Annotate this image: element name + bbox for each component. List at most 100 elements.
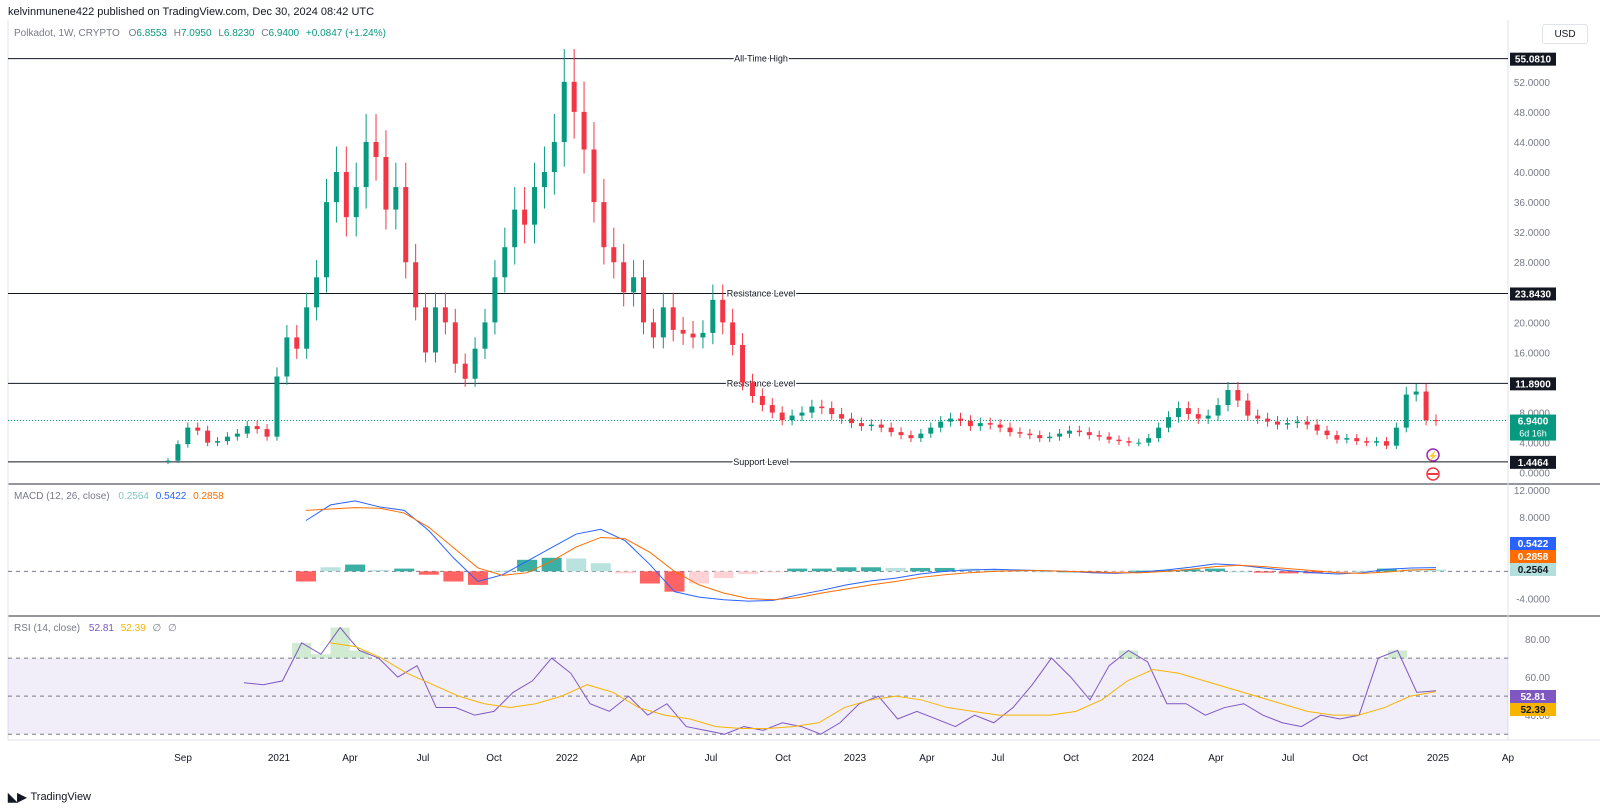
candle-body xyxy=(1413,391,1419,395)
rsi-tick-label: 40.00 xyxy=(1525,711,1550,722)
candle-body xyxy=(908,435,914,439)
macd-line xyxy=(305,500,1437,602)
candle-body xyxy=(878,424,884,428)
rsi-value: 52.81 xyxy=(88,623,114,634)
candle-body xyxy=(1344,438,1350,440)
macd-histogram-bar xyxy=(615,571,636,574)
time-tick-label: 2021 xyxy=(268,753,291,764)
high-label: H xyxy=(173,28,181,39)
candle-body xyxy=(1284,423,1290,425)
candle-body xyxy=(1403,394,1409,428)
macd-histogram-bar xyxy=(713,571,734,579)
currency-button[interactable]: USD xyxy=(1542,24,1588,44)
level-tag xyxy=(1510,287,1556,301)
candle-body xyxy=(413,262,419,308)
macd-histogram-bar xyxy=(639,571,660,584)
macd-histogram-bar xyxy=(394,568,415,572)
macd-hist-value: 0.2564 xyxy=(118,491,149,502)
macd-value-tag xyxy=(1510,563,1556,576)
macd-histogram-bar xyxy=(836,567,857,572)
macd-value-tag-text: 0.2564 xyxy=(1518,565,1549,576)
rsi-legend: RSI (14, close) 52.81 52.39 ∅ ∅ xyxy=(14,623,177,634)
level-label: Resistance Level xyxy=(727,288,796,298)
candle-body xyxy=(333,172,339,203)
macd-histogram-bar xyxy=(1032,571,1053,573)
rsi-empty-1: ∅ xyxy=(152,623,162,634)
candle-body xyxy=(858,423,864,427)
candle-body xyxy=(254,426,260,430)
level-tag-value: 11.8900 xyxy=(1515,379,1551,390)
macd-histogram-bar xyxy=(418,571,439,575)
candle-body xyxy=(1096,435,1102,437)
candle-body xyxy=(1175,408,1181,418)
candle-body xyxy=(958,418,963,421)
high-value: 7.0950 xyxy=(180,28,212,39)
rsi-value-tag-text: 52.81 xyxy=(1520,692,1545,703)
macd-histogram-bar xyxy=(1426,569,1446,572)
candle-body xyxy=(1255,415,1261,419)
macd-histogram-bar xyxy=(320,567,341,572)
candle-body xyxy=(581,111,587,150)
candle-body xyxy=(1047,436,1053,439)
candle-body xyxy=(1245,400,1251,416)
candle-body xyxy=(769,405,775,413)
candle-body xyxy=(759,396,765,406)
macd-histogram-bar xyxy=(811,568,832,572)
candle-body xyxy=(324,202,329,278)
low-value: 6.8230 xyxy=(223,28,255,39)
rsi-line xyxy=(243,626,1437,735)
candle-body xyxy=(1374,441,1380,443)
open-label: O xyxy=(128,28,137,39)
candle-body xyxy=(1126,441,1132,443)
candle-body xyxy=(403,187,409,263)
candle-body xyxy=(1205,415,1211,419)
macd-histogram-bar xyxy=(443,571,464,582)
macd-histogram-bar xyxy=(959,568,980,572)
candle-body xyxy=(948,418,954,422)
candle-body xyxy=(1146,438,1152,443)
candle-body xyxy=(1393,427,1399,446)
level-label: Support Level xyxy=(733,457,789,467)
candle-body xyxy=(571,81,577,112)
candle-body xyxy=(314,277,320,308)
candle-body xyxy=(373,141,379,157)
candle-body xyxy=(1007,427,1013,433)
lightning-glyph: ⚡ xyxy=(1427,450,1438,462)
price-tick-label: 16.0000 xyxy=(1514,348,1551,359)
candle-body xyxy=(532,187,538,225)
candle-body xyxy=(383,157,389,210)
macd-tick-label: -4.0000 xyxy=(1516,594,1550,605)
candle-body xyxy=(215,441,221,443)
macd-histogram-bar xyxy=(1204,568,1225,572)
footer-brand: ◣▶ TradingView xyxy=(8,790,91,804)
candle-body xyxy=(452,322,458,364)
candle-body xyxy=(165,460,171,462)
rsi-ma-line xyxy=(329,642,1437,729)
candle-body xyxy=(799,412,805,416)
candle-body xyxy=(690,333,696,338)
macd-legend: MACD (12, 26, close) 0.2564 0.5422 0.285… xyxy=(14,491,224,502)
candle-body xyxy=(650,322,656,338)
footer-brand-label: TradingView xyxy=(30,791,92,803)
current-price-value: 6.9400 xyxy=(1518,417,1549,428)
time-tick-label: Oct xyxy=(775,753,791,764)
time-tick-label: 2024 xyxy=(1132,753,1155,764)
time-tick-label: Apr xyxy=(342,753,358,764)
candle-body xyxy=(1265,418,1271,422)
candle-body xyxy=(1166,417,1172,428)
tradingview-logo-icon: ◣▶ xyxy=(8,790,27,804)
candle-body xyxy=(749,382,755,397)
candle-body xyxy=(1037,435,1043,439)
candle-body xyxy=(641,277,646,323)
price-tick-label: 52.0000 xyxy=(1514,78,1551,89)
macd-histogram-bar xyxy=(934,567,955,572)
macd-tick-label: 8.0000 xyxy=(1519,513,1550,524)
rsi-title: RSI (14, close) xyxy=(14,623,81,634)
macd-histogram-bar xyxy=(1352,570,1373,572)
time-tick-label: Jul xyxy=(992,753,1005,764)
ohlc-legend: Polkadot, 1W, CRYPTO O6.8553 H7.0950 L6.… xyxy=(14,28,386,39)
candle-body xyxy=(294,337,300,349)
candle-body xyxy=(997,424,1003,428)
price-tick-label: 40.0000 xyxy=(1514,168,1551,179)
